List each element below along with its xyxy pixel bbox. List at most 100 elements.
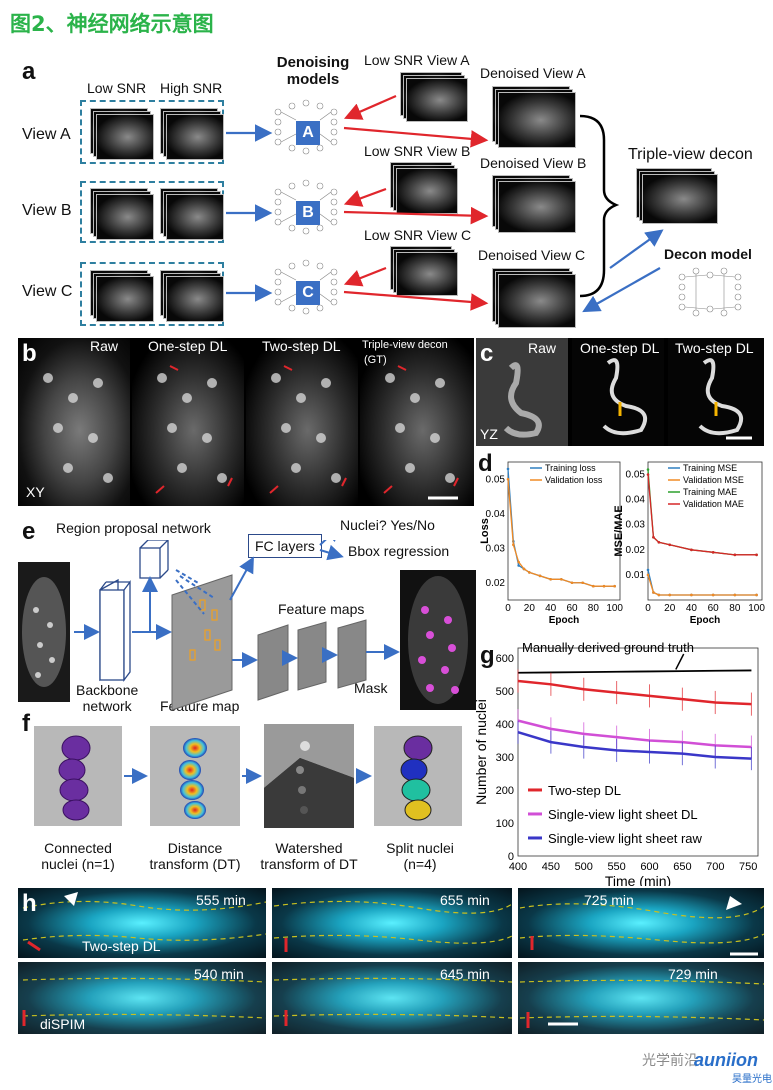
h-top-image-2 [272, 888, 512, 958]
backbone-line2: network [82, 698, 132, 714]
d-series-point-left [506, 477, 510, 481]
d-xtick-left: 0 [505, 603, 511, 614]
d-series-point-left [581, 581, 584, 585]
d-xlabel-left: Epoch [549, 615, 580, 626]
d-series-line-right [647, 569, 757, 596]
low-snr-view-b-label: Low SNR View B [364, 143, 471, 159]
raw-yz-image [476, 338, 568, 446]
panel-c-images [476, 338, 764, 446]
two-step-yz-structure [698, 358, 743, 436]
denoised-view-b-stack [492, 175, 576, 233]
h-time-bottom-3: 729 min [668, 966, 718, 982]
watermark-logo: 光学前沿 auniion 昊量光电 [642, 1040, 772, 1086]
h-time-bottom-1: 540 min [194, 966, 244, 982]
arrow-decon-to-view-c [582, 267, 661, 313]
caption-connected: Connected nuclei (n=1) [28, 840, 128, 872]
panel-c-letter: c [480, 340, 494, 367]
d-ylabel-left: Loss [479, 518, 491, 544]
caption-connected-line1: Connected [44, 840, 112, 856]
net-c-icon [274, 259, 338, 315]
d-series-point-right [755, 553, 758, 557]
d-ytick-left: 0.05 [486, 474, 506, 485]
arrow-to-triple-view [609, 229, 664, 269]
triple-view-decon-stack [636, 168, 718, 224]
view-b-label: View B [22, 202, 72, 219]
caption-connected-line2: nuclei (n=1) [41, 856, 115, 872]
d-series-point-right [690, 593, 693, 597]
d-legend-label-right: Validation MAE [683, 499, 744, 509]
feature-map-plane [171, 574, 233, 711]
h-top-image-1 [18, 888, 266, 958]
low-snr-col-label: Low SNR [87, 80, 147, 96]
panel-a-arrows [226, 94, 664, 313]
neural-net-icons [274, 99, 742, 317]
d-xtick-right: 40 [686, 603, 698, 614]
backbone-label: Backbone network [76, 682, 138, 714]
d-ytick-right: 0.02 [626, 545, 646, 556]
d-plot-frame-left [507, 461, 621, 601]
arrow-lowsnr-c-in [343, 266, 387, 287]
nuclei-dots [43, 373, 455, 483]
d-xlabel-right: Epoch [690, 615, 721, 626]
page-title: 图2、神经网络示意图 [10, 12, 214, 36]
g-ytick: 300 [496, 752, 514, 764]
one-step-yz-image [572, 338, 664, 446]
gt-label: (GT) [364, 354, 387, 366]
d-ytick-right: 0.05 [626, 470, 646, 481]
c-raw-label: Raw [528, 340, 557, 356]
triple-view-decon-label: Triple-view decon [628, 146, 753, 163]
arrow-lowsnr-b-in [343, 187, 387, 207]
d-xtick-right: 20 [664, 603, 676, 614]
d-xtick-left: 100 [606, 603, 623, 614]
d-xtick-right: 60 [708, 603, 720, 614]
h-time-top-2: 655 min [440, 892, 490, 908]
two-step-yz-image [668, 338, 764, 446]
backbone-line1: Backbone [76, 682, 139, 698]
denoised-view-c-stack [492, 268, 576, 328]
caption-watershed: Watershed transform of DT [254, 840, 364, 872]
g-ytick: 500 [496, 686, 514, 698]
triple-view-label: Triple-view decon [362, 339, 448, 351]
low-snr-view-a-label: Low SNR View A [364, 52, 470, 68]
g-xtick: 500 [575, 861, 593, 873]
view-b-high-snr-stack [160, 188, 224, 240]
g-legend-label: Two-step DL [548, 783, 621, 798]
g-xtick: 400 [509, 861, 527, 873]
d-legend-label-right: Training MSE [683, 463, 737, 473]
denoised-view-a-stack [492, 86, 576, 148]
d-series-point-left [592, 584, 595, 588]
d-series-point-right [646, 568, 650, 572]
input-embryo-shape [22, 577, 66, 687]
output-masks [418, 606, 459, 694]
split-nuclei-blobs [400, 735, 433, 821]
yz-plane-label: YZ [480, 426, 498, 442]
xy-plane-label: XY [26, 484, 45, 500]
panel-d-charts: 0.05 0.04 0.03 0.02 0 20 40 60 80 100 Epoch Loss Tra… [479, 461, 765, 626]
denoised-view-a-label: Denoised View A [480, 65, 586, 81]
denoising-models-title: Denoising models [273, 54, 353, 88]
caption-split-line1: Split nuclei [386, 840, 454, 856]
d-series-point-right [755, 593, 758, 597]
d-plot-frame-right [647, 461, 763, 601]
view-c-low-snr-stack [90, 270, 154, 322]
g-ytick: 200 [496, 785, 514, 797]
g-series-line [517, 730, 752, 760]
d-ylabel-right: MSE/MAE [613, 505, 625, 556]
one-step-label: One-step DL [148, 338, 228, 354]
panel-b-overlay-svg [43, 365, 459, 500]
caption-split-line2: (n=4) [403, 856, 437, 872]
h-time-top-3: 725 min [584, 892, 634, 908]
d-series-point-right [711, 593, 715, 597]
one-step-yz-structure [602, 358, 647, 436]
panel-h-overlay-svg [22, 892, 764, 1028]
d-xtick-left: 60 [566, 603, 578, 614]
input-nuclei [33, 607, 55, 678]
caption-distance-line2: transform (DT) [149, 856, 241, 872]
decon-model-label: Decon model [664, 246, 752, 262]
g-xtick: 550 [607, 861, 625, 873]
d-series-point-left [517, 564, 520, 567]
decon-net-icon [678, 267, 742, 317]
g-ytick: 400 [496, 719, 514, 731]
d-ytick-left: 0.02 [486, 578, 506, 589]
